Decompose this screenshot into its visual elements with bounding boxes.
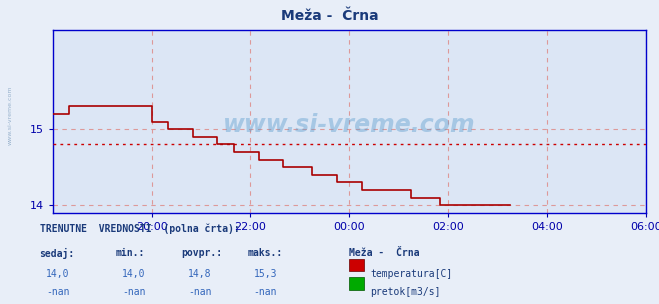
Text: 14,0: 14,0 (122, 269, 146, 279)
Text: sedaj:: sedaj: (40, 248, 74, 259)
Text: Meža -  Črna: Meža - Črna (349, 248, 420, 258)
Text: pretok[m3/s]: pretok[m3/s] (370, 287, 441, 297)
Text: -nan: -nan (254, 287, 277, 297)
Text: temperatura[C]: temperatura[C] (370, 269, 453, 279)
Text: Meža -  Črna: Meža - Črna (281, 9, 378, 23)
Text: TRENUTNE  VREDNOSTI  (polna črta):: TRENUTNE VREDNOSTI (polna črta): (40, 223, 239, 234)
Text: maks.:: maks.: (247, 248, 282, 258)
Text: www.si-vreme.com: www.si-vreme.com (8, 86, 13, 145)
Text: 14,8: 14,8 (188, 269, 212, 279)
Text: -nan: -nan (46, 287, 70, 297)
Text: min.:: min.: (115, 248, 145, 258)
Text: -nan: -nan (122, 287, 146, 297)
Text: 14,0: 14,0 (46, 269, 70, 279)
Text: 15,3: 15,3 (254, 269, 277, 279)
Text: povpr.:: povpr.: (181, 248, 222, 258)
Text: www.si-vreme.com: www.si-vreme.com (223, 113, 476, 137)
Text: -nan: -nan (188, 287, 212, 297)
